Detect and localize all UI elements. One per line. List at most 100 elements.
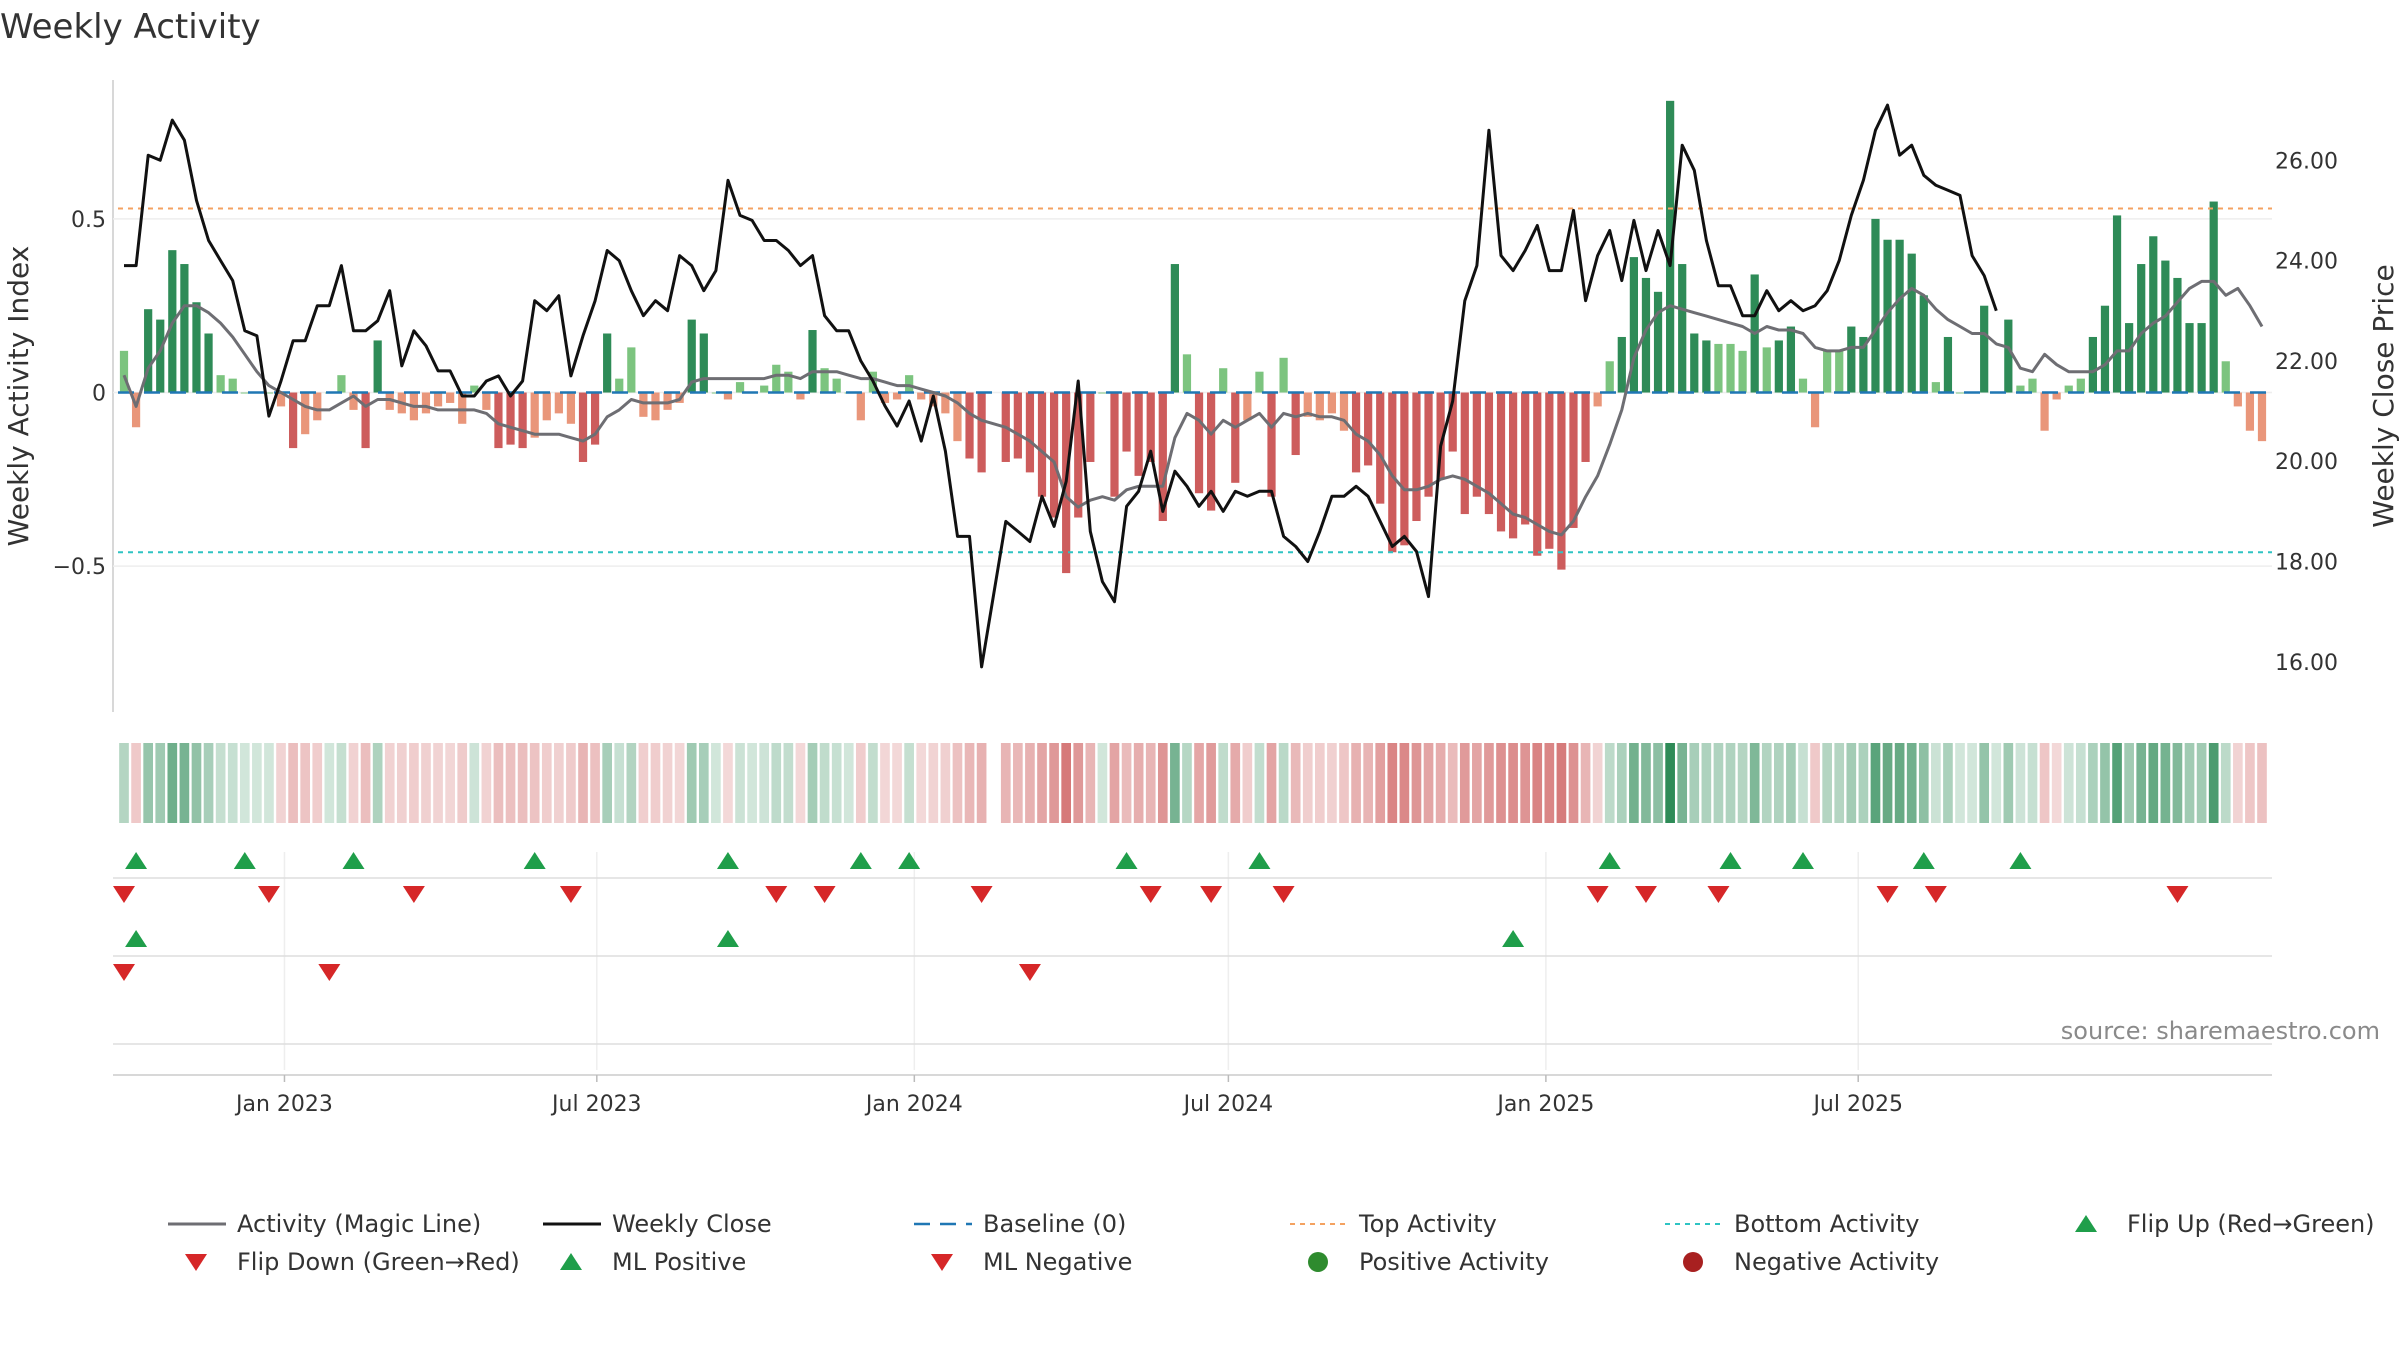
flip-up-marker bbox=[342, 852, 365, 869]
heat-cell bbox=[1339, 743, 1349, 823]
heat-cell bbox=[252, 743, 262, 823]
activity-bar bbox=[458, 392, 467, 424]
heat-cell bbox=[1918, 743, 1929, 823]
activity-bar bbox=[977, 392, 986, 473]
flip-down-marker bbox=[1586, 886, 1609, 903]
flip-down-marker bbox=[559, 886, 582, 903]
heat-cell bbox=[312, 743, 323, 823]
activity-bar bbox=[156, 319, 165, 393]
heat-cell bbox=[2136, 743, 2147, 823]
heat-cell bbox=[1653, 743, 1663, 823]
heat-cell bbox=[1979, 743, 1990, 823]
heat-cell bbox=[1508, 743, 1518, 823]
activity-bar bbox=[917, 392, 926, 400]
heat-cell bbox=[2027, 743, 2038, 823]
source-note: source: sharemaestro.com bbox=[2061, 1017, 2380, 1045]
flip-down-marker bbox=[402, 886, 425, 903]
legend-label: Flip Down (Green→Red) bbox=[237, 1248, 520, 1276]
heat-cell bbox=[1194, 743, 1204, 823]
heat-cell bbox=[1423, 743, 1434, 823]
heat-cell bbox=[1749, 743, 1760, 823]
legend-swatch bbox=[2075, 1215, 2097, 1232]
heat-cell bbox=[554, 743, 564, 823]
heat-cell bbox=[179, 743, 190, 823]
heat-cell bbox=[1290, 743, 1301, 823]
flip-down-marker bbox=[1200, 886, 1223, 903]
activity-bar bbox=[2185, 323, 2194, 393]
heat-cell bbox=[578, 743, 588, 823]
heat-cell bbox=[711, 743, 721, 823]
heat-cell bbox=[1834, 743, 1845, 823]
heat-cell bbox=[2148, 743, 2159, 823]
activity-bar bbox=[1243, 392, 1252, 421]
activity-bar bbox=[192, 302, 201, 393]
activity-bar bbox=[2173, 277, 2182, 393]
heat-cell bbox=[1302, 743, 1313, 823]
heat-cell bbox=[1882, 743, 1893, 823]
heat-cell bbox=[1544, 743, 1555, 823]
heat-cell bbox=[1943, 743, 1953, 823]
reference-lines bbox=[118, 207, 2272, 554]
activity-bar bbox=[264, 392, 274, 394]
heat-cell bbox=[1097, 743, 1108, 823]
heat-cell bbox=[131, 743, 141, 823]
heat-cell bbox=[1629, 743, 1639, 823]
heat-cell bbox=[1242, 743, 1253, 823]
activity-bar bbox=[2064, 385, 2073, 393]
heat-cell bbox=[155, 743, 166, 823]
activity-bar bbox=[578, 392, 588, 462]
heat-cell bbox=[807, 743, 818, 823]
heat-cell bbox=[421, 743, 431, 823]
flip-markers bbox=[113, 852, 2189, 981]
activity-bar bbox=[735, 382, 745, 393]
activity-bar bbox=[337, 375, 346, 393]
heat-cell bbox=[1931, 743, 1941, 823]
flip-up-marker bbox=[2009, 852, 2032, 869]
activity-bar bbox=[772, 364, 781, 393]
heat-cell bbox=[1798, 743, 1808, 823]
activity-bar bbox=[1207, 392, 1216, 511]
heat-cell bbox=[626, 743, 637, 823]
heat-cell bbox=[1556, 743, 1567, 823]
activity-bar bbox=[1074, 392, 1083, 518]
activity-bar bbox=[1110, 392, 1119, 497]
legend-label: ML Positive bbox=[612, 1248, 746, 1276]
activity-bar bbox=[1702, 340, 1711, 393]
activity-bar bbox=[1786, 326, 1796, 393]
heat-cell bbox=[638, 743, 649, 823]
activity-bar bbox=[1980, 305, 1989, 393]
heat-cell bbox=[1411, 743, 1422, 823]
heat-cell bbox=[1725, 743, 1736, 823]
heat-cell bbox=[723, 743, 733, 823]
activity-bar bbox=[1484, 392, 1494, 515]
heat-cell bbox=[372, 743, 383, 823]
heat-cell bbox=[1133, 743, 1144, 823]
heat-cell bbox=[1218, 743, 1229, 823]
heat-cell bbox=[1774, 743, 1784, 823]
activity-bar bbox=[446, 392, 455, 403]
activity-bar bbox=[905, 375, 914, 393]
activity-bar bbox=[1460, 392, 1469, 515]
heat-cell bbox=[940, 743, 951, 823]
activity-bar bbox=[421, 392, 431, 414]
activity-bar bbox=[530, 392, 539, 438]
heat-cell bbox=[433, 743, 443, 823]
heat-cell bbox=[795, 743, 806, 823]
activity-bar bbox=[1557, 392, 1566, 570]
activity-bar bbox=[1255, 371, 1264, 393]
heat-cell bbox=[215, 743, 226, 823]
heat-cell bbox=[167, 743, 178, 823]
activity-bar bbox=[1037, 392, 1047, 497]
flip-down-marker bbox=[1139, 886, 1162, 903]
activity-bar bbox=[1666, 100, 1675, 393]
activity-bar bbox=[1545, 392, 1554, 549]
activity-bar bbox=[651, 392, 660, 421]
activity-bar bbox=[2100, 305, 2110, 393]
activity-bar bbox=[687, 319, 696, 393]
flip-down-marker bbox=[1876, 886, 1899, 903]
heat-cell bbox=[650, 743, 661, 823]
activity-bar bbox=[131, 392, 141, 428]
heat-cell bbox=[880, 743, 890, 823]
ml-positive-marker bbox=[125, 930, 148, 947]
heat-cell bbox=[916, 743, 927, 823]
